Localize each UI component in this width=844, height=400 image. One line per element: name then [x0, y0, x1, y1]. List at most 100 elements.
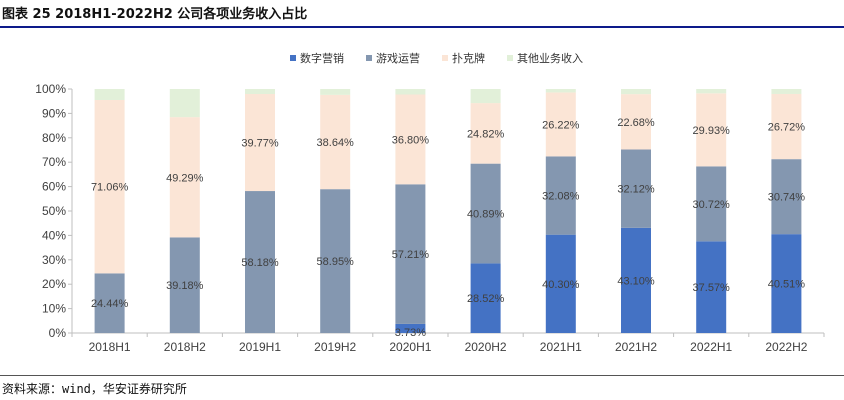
- bar-segment: [545, 89, 576, 93]
- bar-segment: [696, 166, 727, 242]
- data-label: 39.18%: [166, 280, 204, 292]
- data-label: 30.74%: [768, 192, 806, 204]
- y-tick-label: 90%: [42, 106, 66, 120]
- y-tick-label: 30%: [42, 253, 66, 267]
- legend-item: 扑克牌: [442, 50, 485, 66]
- bar-segment: [94, 99, 125, 274]
- source-note: 资料来源：wind，华安证券研究所: [2, 382, 187, 396]
- y-tick-label: 20%: [42, 277, 66, 291]
- x-tick-label: 2020H2: [465, 340, 507, 354]
- y-tick-label: 80%: [42, 131, 66, 145]
- data-label: 32.08%: [542, 191, 580, 203]
- bar-segment: [621, 149, 651, 228]
- data-label: 30.72%: [693, 199, 731, 211]
- bar-segment: [245, 94, 275, 192]
- legend-label: 其他业务收入: [517, 52, 583, 65]
- data-label: 22.68%: [617, 117, 655, 129]
- data-label: 32.12%: [617, 184, 655, 196]
- stacked-bar-chart: 0% 10% 20% 30% 40% 50% 60% 70% 80% 90% 100% 2018H1 2…: [35, 82, 825, 354]
- legend-label: 数字营销: [300, 52, 344, 65]
- y-tick-label: 10%: [42, 302, 66, 316]
- bar-segment: [771, 234, 802, 333]
- legend-swatch: [366, 55, 372, 61]
- data-label: 38.64%: [317, 137, 355, 149]
- bar-segment: [545, 234, 576, 333]
- bar-segment: [320, 89, 351, 95]
- bar-segment: [771, 89, 802, 94]
- bar-segment: [245, 89, 275, 95]
- bar-segment: [621, 227, 651, 333]
- y-tick-label: 40%: [42, 228, 66, 242]
- bar-segment: [545, 92, 576, 157]
- data-label: 26.72%: [768, 122, 806, 134]
- bar-segment: [245, 191, 275, 333]
- bar-segment: [395, 89, 426, 95]
- chart-legend: 数字营销 游戏运营 扑克牌 其他业务收入: [290, 50, 583, 66]
- y-tick-label: 50%: [42, 204, 66, 218]
- x-tick-label: 2019H2: [314, 340, 356, 354]
- bar-segment: [621, 94, 651, 150]
- data-label: 57.21%: [392, 249, 430, 261]
- data-label: 24.82%: [467, 128, 505, 140]
- x-tick-label: 2022H1: [690, 340, 732, 354]
- x-tick-label: 2020H1: [389, 340, 431, 354]
- legend-item: 数字营销: [290, 50, 344, 66]
- bar-segment: [470, 163, 501, 264]
- y-tick-label: 70%: [42, 155, 66, 169]
- data-label: 39.77%: [241, 138, 279, 150]
- bar-segment: [696, 89, 727, 94]
- footer-divider: [0, 375, 844, 376]
- bar-segment: [169, 89, 200, 118]
- data-label: 3.73%: [395, 327, 426, 339]
- x-tick-label: 2018H2: [164, 340, 206, 354]
- data-label: 24.44%: [91, 298, 129, 310]
- figure-title: 图表 25 2018H1-2022H2 公司各项业务收入占比: [2, 7, 308, 22]
- data-label: 26.22%: [542, 119, 580, 131]
- bar-segment: [771, 159, 802, 235]
- bar-segment: [621, 89, 651, 95]
- bar-segment: [696, 241, 727, 333]
- legend-swatch: [290, 55, 296, 61]
- data-label: 58.95%: [317, 256, 355, 268]
- bar-segment: [545, 156, 576, 235]
- x-tick-label: 2022H2: [765, 340, 807, 354]
- bar-segment: [470, 263, 501, 333]
- bar-segment: [169, 237, 200, 333]
- title-bar: 图表 25 2018H1-2022H2 公司各项业务收入占比: [0, 0, 844, 28]
- y-tick-label: 100%: [35, 82, 66, 96]
- bar-segment: [320, 94, 351, 190]
- bar-segment: [771, 93, 802, 160]
- bar-segment: [395, 184, 426, 324]
- legend-swatch: [442, 55, 448, 61]
- x-tick-label: 2018H1: [89, 340, 131, 354]
- legend-label: 游戏运营: [376, 52, 420, 65]
- y-tick-label: 0%: [49, 326, 67, 340]
- data-label: 43.10%: [617, 275, 655, 287]
- data-label: 58.18%: [241, 257, 279, 269]
- data-label: 28.52%: [467, 293, 505, 305]
- bar-segment: [94, 273, 125, 333]
- data-label: 71.06%: [91, 182, 129, 194]
- bar-segment: [395, 94, 426, 185]
- legend-item: 游戏运营: [366, 50, 420, 66]
- bar-segment: [470, 103, 501, 164]
- data-label: 40.30%: [542, 279, 580, 291]
- bar-segment: [320, 189, 351, 333]
- data-label: 40.89%: [467, 209, 505, 221]
- x-tick-label: 2021H1: [540, 340, 582, 354]
- data-label: 36.80%: [392, 134, 430, 146]
- bar-segment: [696, 93, 727, 167]
- y-tick-label: 60%: [42, 180, 66, 194]
- legend-item: 其他业务收入: [507, 50, 583, 66]
- legend-label: 扑克牌: [452, 52, 485, 65]
- bar-segment: [395, 323, 426, 333]
- bar-segment: [470, 89, 501, 104]
- x-tick-label: 2021H2: [615, 340, 657, 354]
- data-label: 40.51%: [768, 279, 806, 291]
- bar-segment: [169, 117, 200, 238]
- data-label: 37.57%: [693, 282, 731, 294]
- bar-segment: [94, 89, 125, 100]
- data-label: 29.93%: [693, 125, 731, 137]
- x-tick-label: 2019H1: [239, 340, 281, 354]
- legend-swatch: [507, 55, 513, 61]
